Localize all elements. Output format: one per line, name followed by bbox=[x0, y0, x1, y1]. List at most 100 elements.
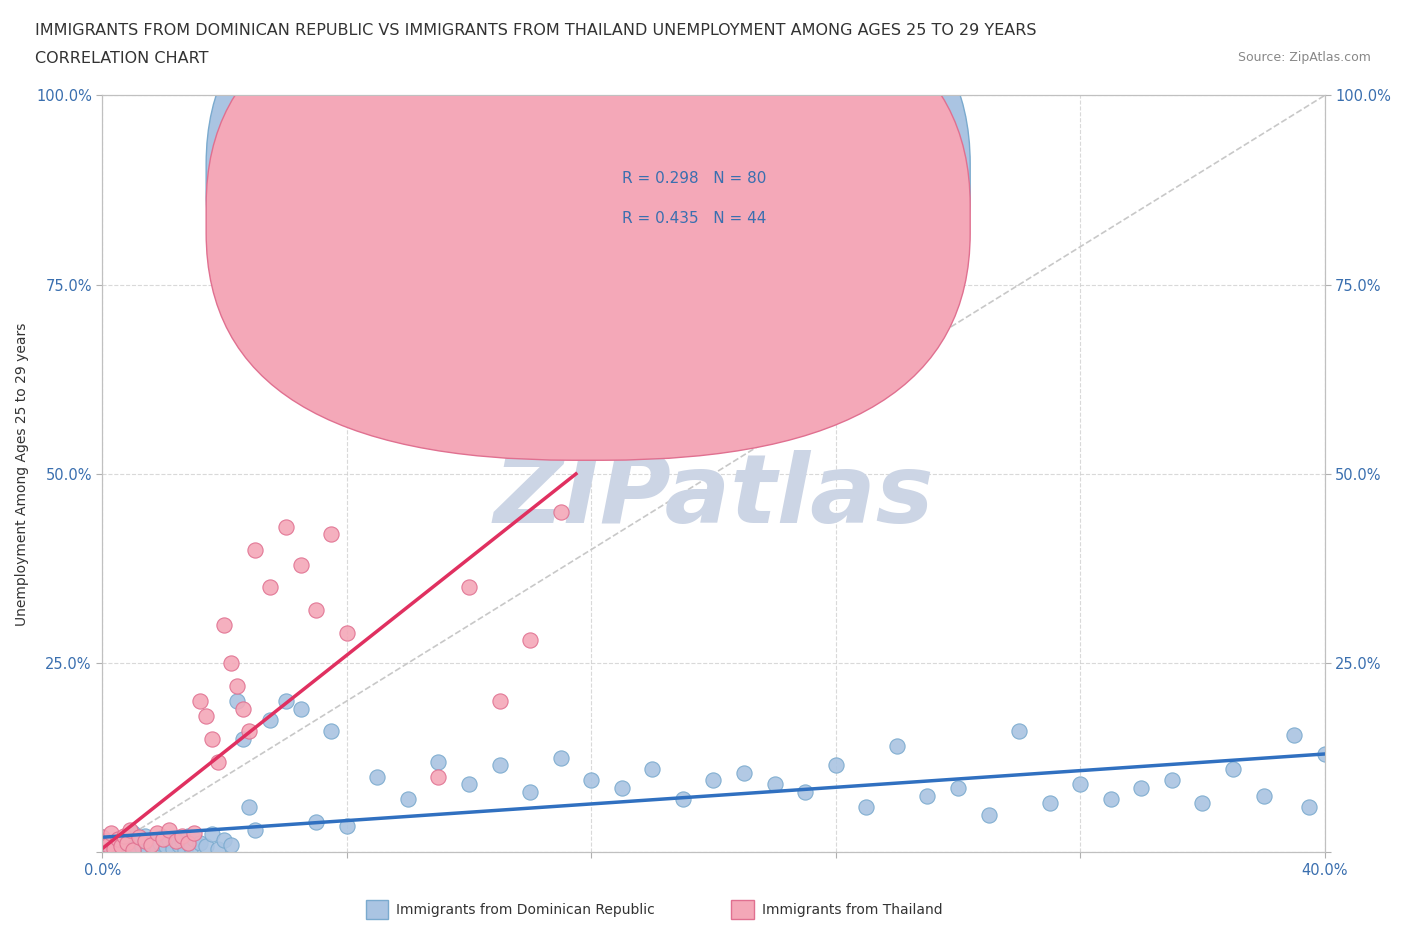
Point bbox=[1313, 747, 1336, 762]
Point bbox=[243, 822, 266, 837]
Point bbox=[180, 840, 202, 855]
Point bbox=[1222, 762, 1244, 777]
Text: Immigrants from Dominican Republic: Immigrants from Dominican Republic bbox=[396, 902, 655, 917]
Point bbox=[336, 818, 359, 833]
Point bbox=[201, 827, 224, 842]
Point bbox=[201, 731, 224, 746]
Point bbox=[97, 837, 120, 852]
Point bbox=[159, 833, 181, 848]
Point bbox=[134, 833, 156, 848]
Point bbox=[488, 694, 510, 709]
Point bbox=[641, 762, 664, 777]
Point bbox=[290, 701, 312, 716]
Point bbox=[855, 800, 877, 815]
Point bbox=[195, 839, 218, 854]
Point bbox=[103, 839, 125, 854]
Point bbox=[1099, 792, 1122, 807]
Point bbox=[336, 625, 359, 640]
Point bbox=[107, 833, 129, 848]
Point bbox=[219, 656, 242, 671]
Point bbox=[165, 833, 187, 848]
Point bbox=[305, 603, 328, 618]
Point bbox=[103, 841, 125, 856]
Text: Source: ZipAtlas.com: Source: ZipAtlas.com bbox=[1237, 51, 1371, 64]
Point bbox=[183, 826, 205, 841]
FancyBboxPatch shape bbox=[548, 137, 903, 250]
Point bbox=[131, 840, 153, 855]
Point bbox=[146, 826, 169, 841]
Point bbox=[1130, 780, 1153, 795]
Point bbox=[162, 841, 184, 856]
Point bbox=[155, 839, 177, 854]
Point bbox=[170, 829, 193, 844]
FancyBboxPatch shape bbox=[207, 0, 970, 460]
Point bbox=[118, 822, 141, 837]
Point bbox=[188, 836, 211, 851]
Point bbox=[1191, 796, 1213, 811]
Point bbox=[225, 694, 247, 709]
Point bbox=[1039, 796, 1062, 811]
Point bbox=[121, 844, 143, 858]
Point bbox=[143, 832, 166, 847]
Point bbox=[1282, 727, 1305, 742]
Point bbox=[259, 580, 281, 595]
Point bbox=[232, 701, 254, 716]
Y-axis label: Unemployment Among Ages 25 to 29 years: Unemployment Among Ages 25 to 29 years bbox=[15, 322, 30, 626]
Point bbox=[118, 841, 141, 856]
Text: R = 0.298   N = 80: R = 0.298 N = 80 bbox=[621, 170, 766, 186]
Point bbox=[139, 837, 162, 852]
Point bbox=[396, 164, 419, 179]
Point bbox=[550, 504, 572, 519]
Point bbox=[173, 843, 195, 857]
Point bbox=[305, 815, 328, 830]
Point bbox=[917, 788, 939, 803]
Point bbox=[672, 792, 695, 807]
Point bbox=[581, 773, 603, 788]
Text: R = 0.435   N = 44: R = 0.435 N = 44 bbox=[621, 211, 766, 227]
Point bbox=[115, 836, 138, 851]
Point bbox=[121, 843, 143, 857]
Point bbox=[886, 739, 908, 754]
Point bbox=[274, 694, 297, 709]
Point bbox=[610, 780, 633, 795]
Point bbox=[238, 800, 260, 815]
Point bbox=[91, 830, 114, 844]
Point bbox=[110, 839, 132, 854]
Point bbox=[128, 830, 150, 844]
Point bbox=[121, 826, 143, 841]
Point bbox=[134, 829, 156, 844]
Point bbox=[112, 836, 135, 851]
Point bbox=[94, 833, 117, 848]
Point bbox=[165, 830, 187, 845]
Point bbox=[238, 724, 260, 738]
Point bbox=[177, 836, 200, 851]
Point bbox=[321, 527, 343, 542]
Point bbox=[427, 754, 450, 769]
Point bbox=[149, 835, 172, 850]
Point bbox=[458, 580, 481, 595]
Point bbox=[259, 712, 281, 727]
Text: CORRELATION CHART: CORRELATION CHART bbox=[35, 51, 208, 66]
Point bbox=[519, 784, 541, 799]
Point bbox=[232, 731, 254, 746]
Point bbox=[214, 833, 236, 848]
Text: ZIPatlas: ZIPatlas bbox=[494, 450, 934, 543]
Point bbox=[733, 765, 755, 780]
Point bbox=[159, 822, 181, 837]
Point bbox=[100, 826, 122, 841]
Point bbox=[290, 557, 312, 572]
Point bbox=[1008, 724, 1031, 738]
Text: Immigrants from Thailand: Immigrants from Thailand bbox=[762, 902, 942, 917]
Point bbox=[243, 542, 266, 557]
Point bbox=[188, 694, 211, 709]
Point bbox=[824, 758, 846, 773]
Point bbox=[128, 834, 150, 849]
Point bbox=[214, 618, 236, 632]
Point bbox=[550, 751, 572, 765]
Point bbox=[139, 837, 162, 852]
Point bbox=[183, 831, 205, 846]
Point bbox=[977, 807, 1000, 822]
Point bbox=[1253, 788, 1275, 803]
Point bbox=[458, 777, 481, 791]
Point bbox=[91, 830, 114, 844]
